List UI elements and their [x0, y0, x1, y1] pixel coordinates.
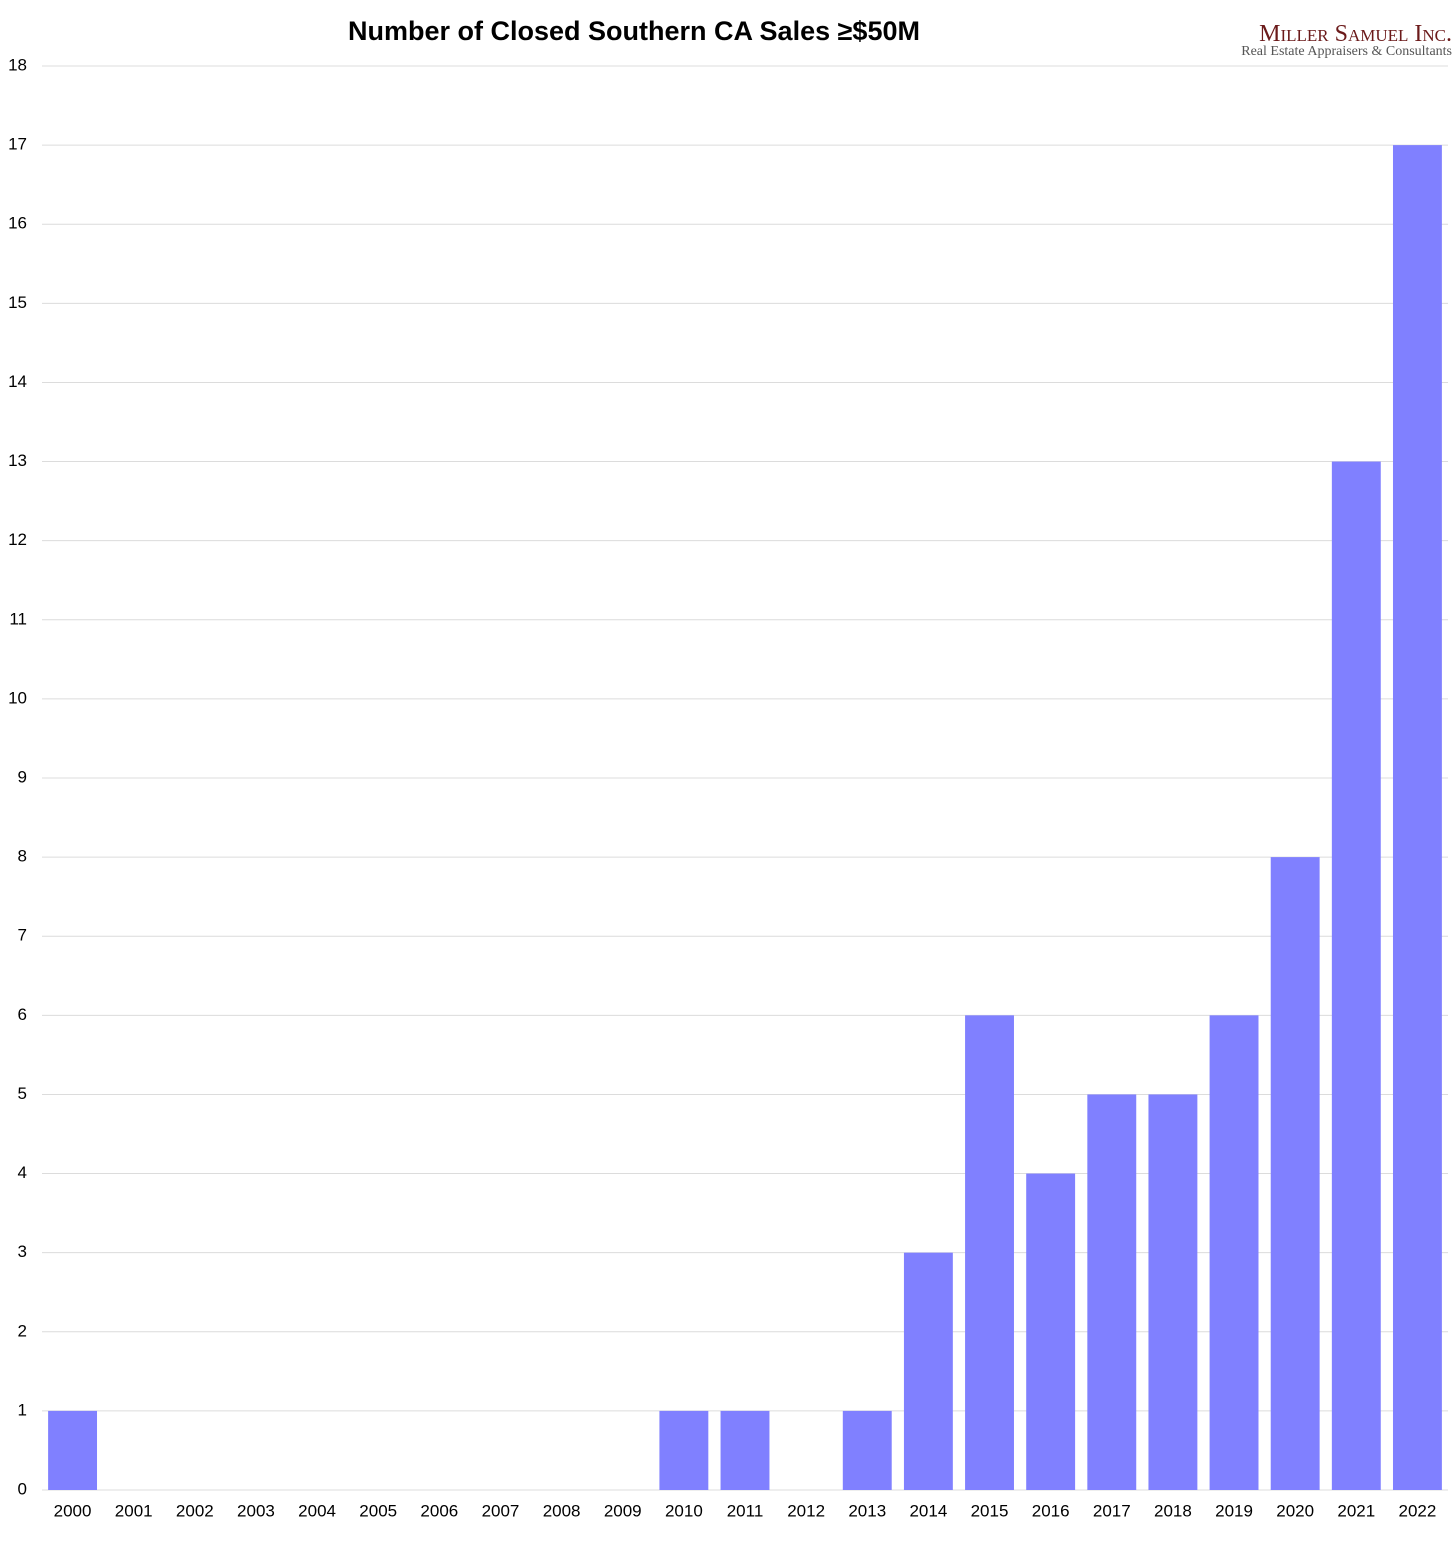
bar [1087, 1094, 1137, 1490]
x-tick-label: 2020 [1276, 1501, 1314, 1520]
y-tick-label: 4 [18, 1163, 27, 1182]
bar [842, 1410, 892, 1490]
y-tick-label: 9 [18, 767, 27, 786]
y-tick-label: 8 [18, 847, 27, 866]
y-tick-label: 5 [18, 1084, 27, 1103]
bar [965, 1015, 1014, 1490]
x-tick-label: 2014 [909, 1501, 947, 1520]
x-tick-label: 2003 [237, 1501, 275, 1520]
x-tick-label: 2005 [359, 1501, 397, 1520]
logo-tagline: Real Estate Appraisers & Consultants [1241, 44, 1452, 59]
x-tick-label: 2002 [176, 1501, 214, 1520]
x-tick-label: 2000 [54, 1501, 92, 1520]
y-tick-label: 0 [18, 1479, 27, 1498]
y-tick-label: 16 [8, 214, 27, 233]
x-tick-label: 2022 [1399, 1501, 1437, 1520]
y-tick-label: 2 [18, 1321, 27, 1340]
bar [659, 1410, 709, 1490]
x-tick-label: 2019 [1215, 1501, 1253, 1520]
x-tick-label: 2016 [1032, 1501, 1070, 1520]
bar [720, 1410, 770, 1490]
x-tick-label: 2011 [727, 1501, 764, 1520]
y-tick-label: 10 [8, 688, 27, 707]
bar [1148, 1094, 1198, 1490]
y-tick-label: 12 [8, 530, 27, 549]
x-tick-label: 2017 [1093, 1501, 1131, 1520]
x-tick-label: 2001 [115, 1501, 153, 1520]
chart-title: Number of Closed Southern CA Sales ≥$50M [348, 16, 920, 46]
x-tick-label: 2010 [665, 1501, 703, 1520]
y-tick-label: 11 [9, 609, 27, 628]
y-tick-label: 13 [8, 451, 27, 470]
x-tick-label: 2009 [604, 1501, 642, 1520]
x-tick-label: 2013 [848, 1501, 886, 1520]
x-tick-label: 2015 [971, 1501, 1009, 1520]
bar [48, 1410, 98, 1490]
x-tick-label: 2012 [787, 1501, 825, 1520]
y-tick-label: 17 [8, 135, 27, 154]
bar [1209, 1015, 1259, 1490]
bar [1331, 461, 1381, 1490]
x-tick-label: 2006 [420, 1501, 458, 1520]
x-tick-label: 2008 [543, 1501, 581, 1520]
y-tick-label: 18 [8, 55, 27, 74]
y-tick-label: 1 [18, 1400, 27, 1419]
logo-name: Miller Samuel Inc. [1259, 21, 1452, 47]
x-tick-label: 2021 [1337, 1501, 1375, 1520]
bar [1270, 857, 1320, 1490]
x-tick-label: 2018 [1154, 1501, 1192, 1520]
y-tick-label: 6 [18, 1005, 27, 1024]
x-tick-label: 2004 [298, 1501, 336, 1520]
bar [1026, 1173, 1076, 1490]
bar [1392, 145, 1442, 1491]
y-tick-label: 15 [8, 293, 27, 312]
x-tick-label: 2007 [482, 1501, 520, 1520]
y-tick-label: 14 [8, 372, 27, 391]
y-tick-label: 3 [18, 1242, 27, 1261]
y-tick-label: 7 [18, 926, 27, 945]
bar [903, 1252, 953, 1490]
